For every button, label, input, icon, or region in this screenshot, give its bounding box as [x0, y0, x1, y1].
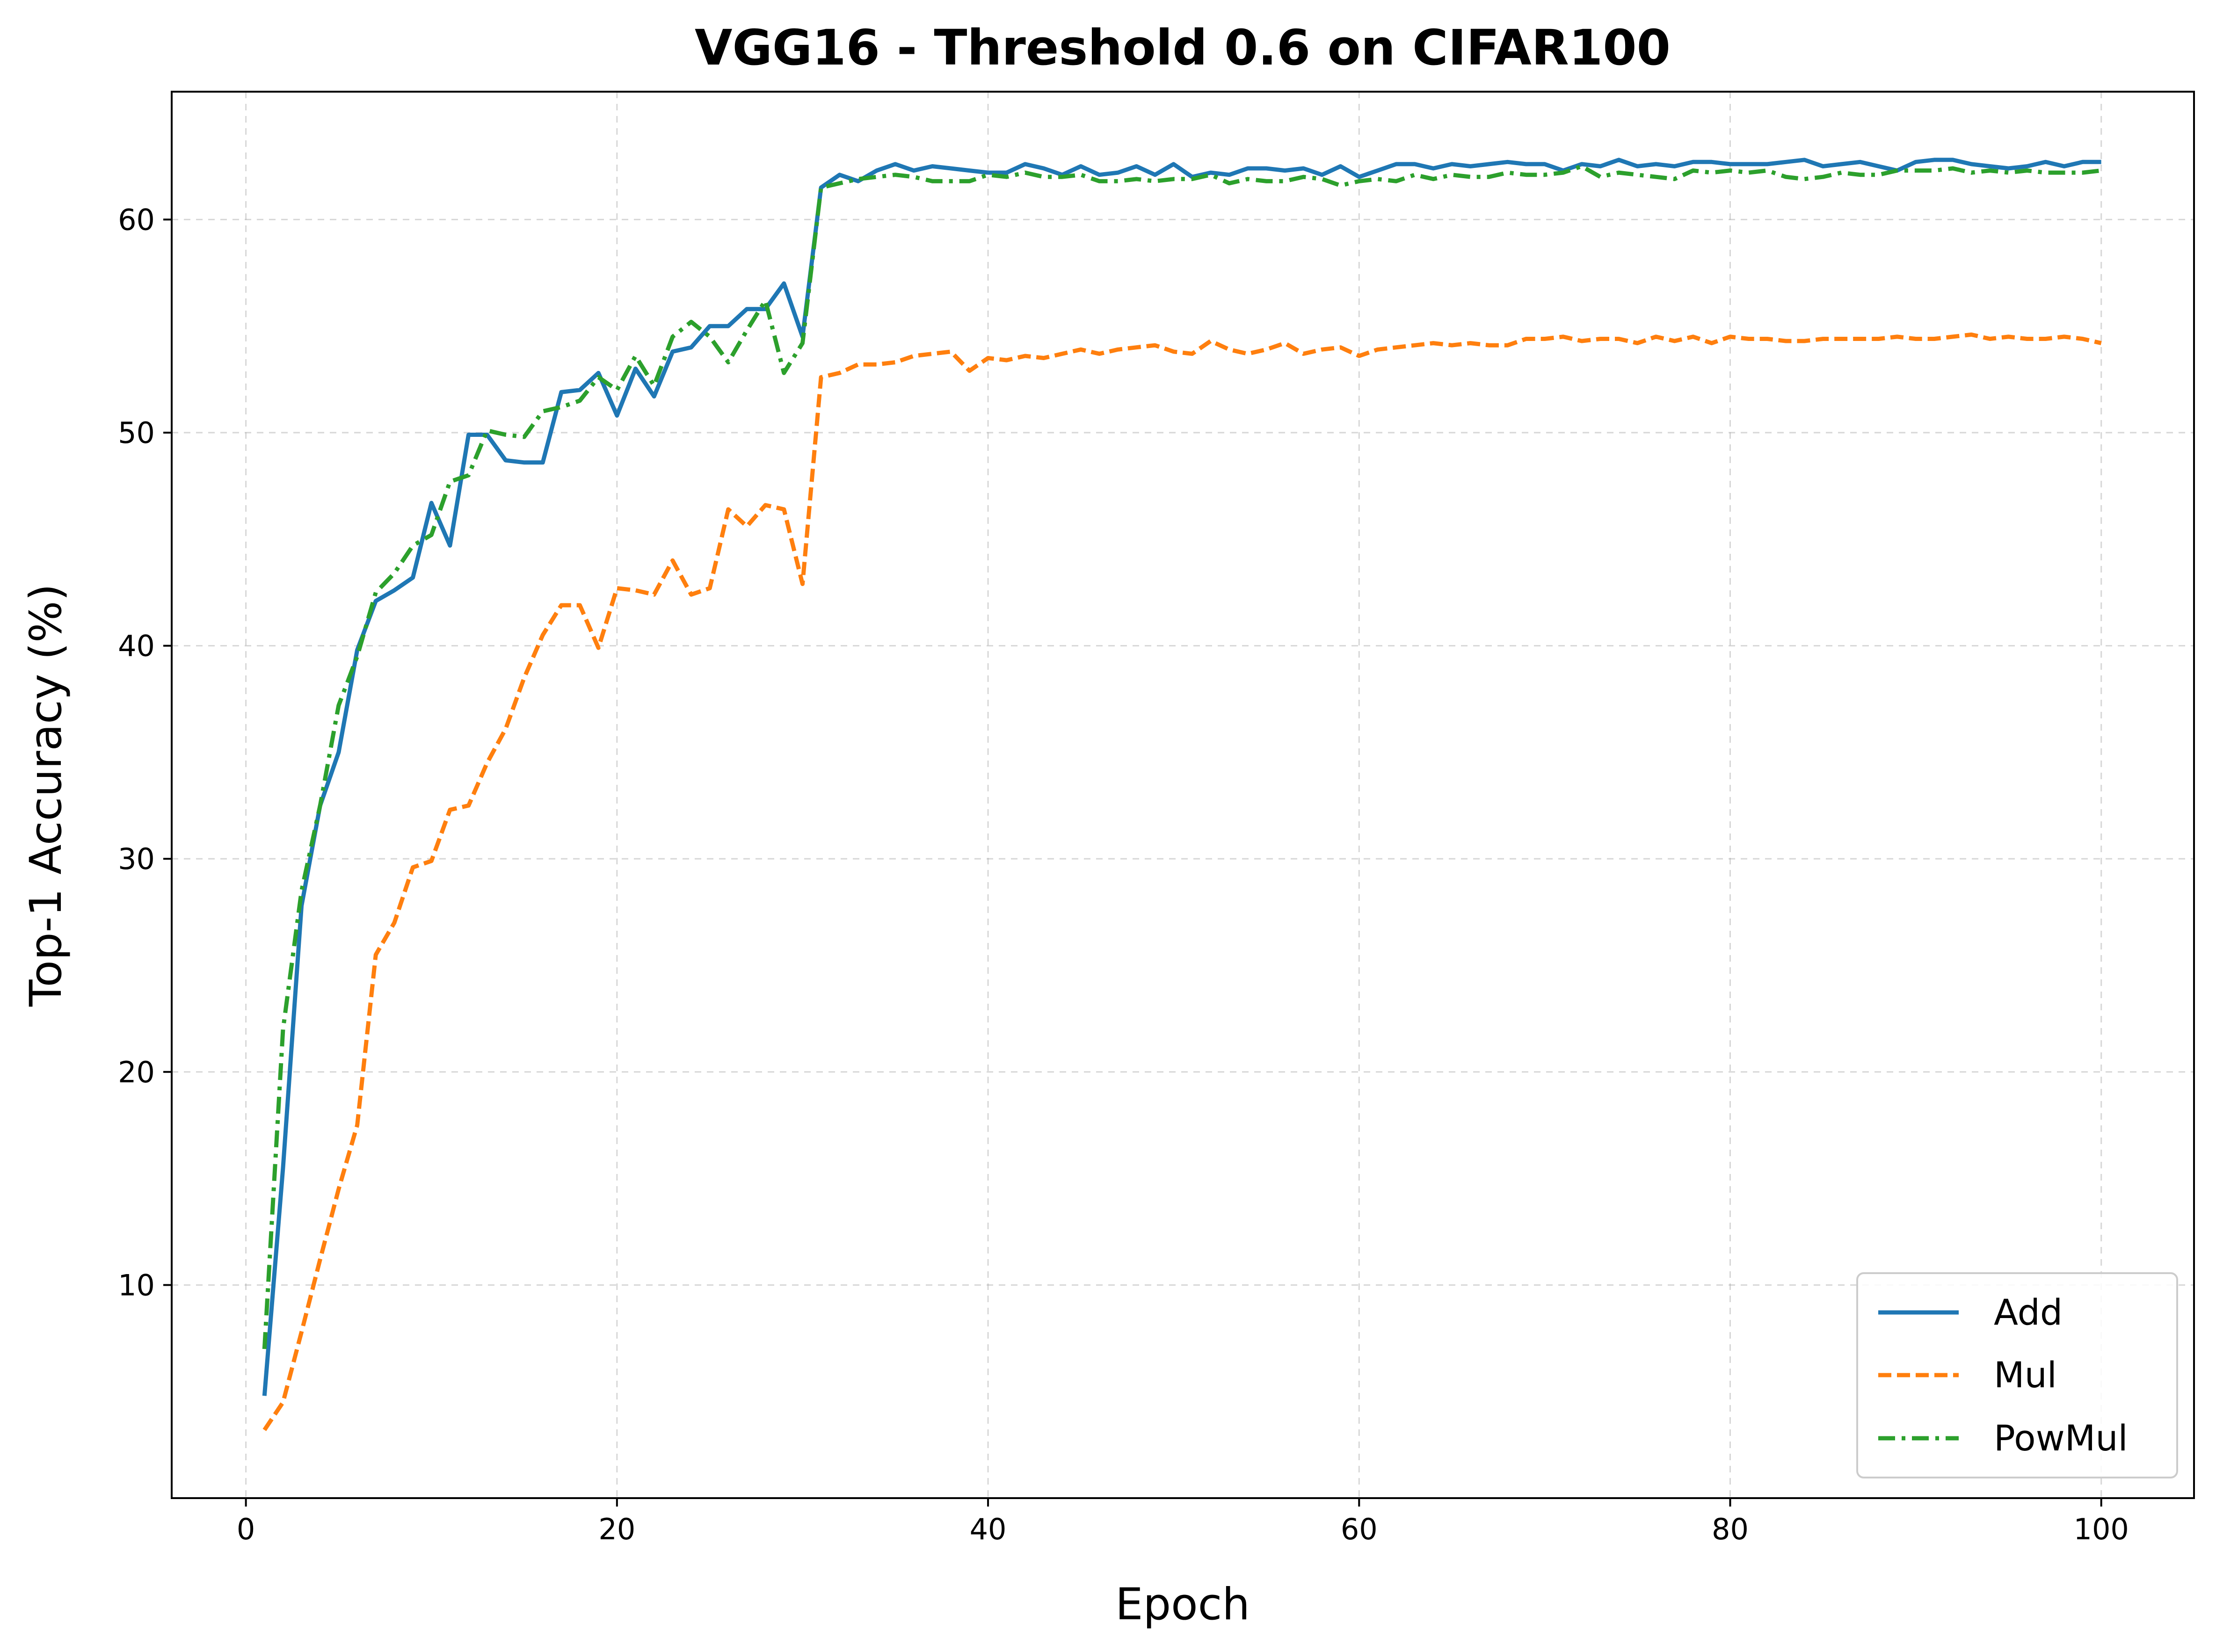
x-tick-label: 100: [2074, 1512, 2129, 1546]
series-line-powmul: [262, 164, 2102, 1349]
y-tick-label: 40: [118, 629, 155, 663]
x-axis-label: Epoch: [1115, 1579, 1250, 1630]
x-tick-label: 20: [598, 1512, 635, 1546]
y-tick-label: 10: [118, 1268, 155, 1302]
x-tick-label: 0: [237, 1512, 255, 1546]
x-tick-label: 60: [1341, 1512, 1378, 1546]
grid-lines: [172, 92, 2194, 1498]
x-tick-label: 80: [1712, 1512, 1749, 1546]
axis-ticks: 0 20 40 60 80 100 10 20 30 40 50 60: [118, 203, 2129, 1546]
series-points-powmul: [264, 166, 2101, 1349]
y-tick-label: 30: [118, 842, 155, 876]
series-line-mul: [262, 332, 2102, 1431]
legend-box: [1856, 1272, 2178, 1478]
legend-label-add: Add: [1994, 1291, 2063, 1333]
series-points-mul: [264, 334, 2101, 1430]
legend: Add Mul PowMul: [1856, 1272, 2178, 1478]
legend-label-mul: Mul: [1994, 1354, 2057, 1396]
plot-area-background: [172, 92, 2194, 1498]
legend-label-powmul: PowMul: [1994, 1417, 2128, 1459]
plot-frame: [171, 91, 2195, 1499]
chart-title: VGG16 - Threshold 0.6 on CIFAR100: [695, 19, 1671, 76]
x-tick-label: 40: [970, 1512, 1007, 1546]
y-tick-label: 20: [118, 1055, 155, 1089]
series-layer: [262, 158, 2102, 1431]
y-tick-label: 60: [118, 203, 155, 237]
series-line-add: [262, 158, 2101, 1396]
y-tick-label: 50: [118, 416, 155, 450]
y-axis-label: Top-1 Accuracy (%): [21, 584, 72, 1007]
